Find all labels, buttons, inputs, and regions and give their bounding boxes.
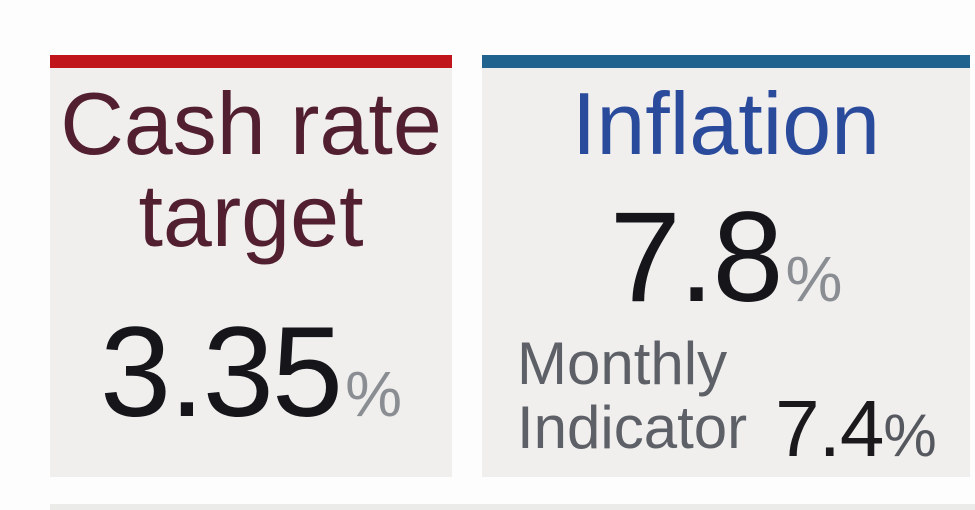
inflation-accent-bar (482, 55, 970, 68)
cash-rate-card-body (50, 68, 452, 477)
cash-rate-card: Cash rate target 3.35% (50, 55, 452, 477)
cash-rate-value-row: 3.35% (50, 309, 452, 437)
monthly-indicator-label-line1: Monthly (517, 330, 728, 397)
inflation-card-body (482, 68, 970, 477)
cash-rate-title: Cash rate target (50, 78, 452, 262)
cash-rate-title-line1: Cash rate (60, 74, 442, 173)
monthly-indicator-unit: % (883, 402, 937, 469)
monthly-indicator-block: Monthly Indicator 7.4% (517, 330, 937, 473)
monthly-indicator-label-line2: Indicator (517, 394, 748, 461)
inflation-title-line1: Inflation (571, 74, 881, 173)
inflation-value-row: 7.8% (482, 194, 970, 322)
inflation-value: 7.8 (609, 186, 784, 329)
inflation-title: Inflation (482, 78, 970, 170)
inflation-card: Inflation 7.8% Monthly Indicator 7.4% (482, 55, 970, 477)
inflation-unit: % (785, 243, 843, 315)
cash-rate-value: 3.35 (99, 301, 343, 444)
monthly-indicator-row: Indicator 7.4% (517, 384, 937, 473)
cash-rate-unit: % (345, 358, 403, 430)
monthly-indicator-value: 7.4 (775, 384, 884, 473)
next-row-edge (50, 504, 975, 510)
cash-rate-title-line2: target (138, 166, 364, 265)
cash-rate-accent-bar (50, 55, 452, 68)
